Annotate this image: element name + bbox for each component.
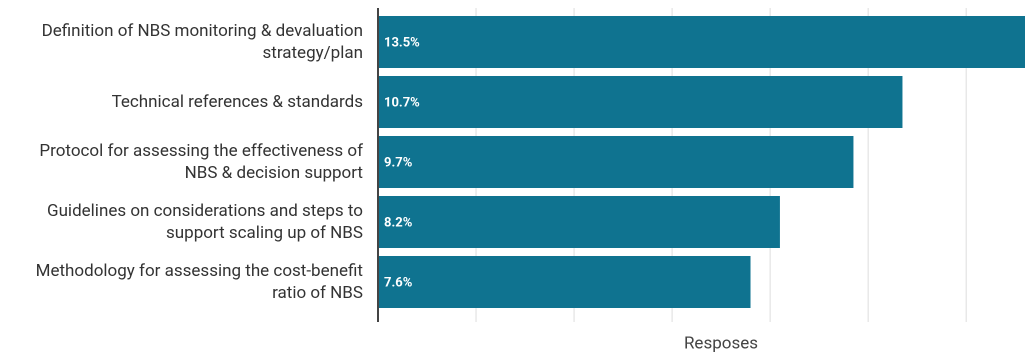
y-tick-label: Guidelines on considerations and steps t… [46,201,363,243]
bar [378,76,903,128]
bar [378,136,854,188]
value-label: 7.6% [384,275,413,290]
value-label: 10.7% [384,95,420,110]
value-label: 13.5% [384,35,420,50]
value-label: 9.7% [384,155,413,170]
y-tick-label: Definition of NBS monitoring & devaluati… [41,21,363,63]
bar [378,196,780,248]
x-axis-label: Resposes [684,333,758,353]
bar [378,16,1025,68]
y-tick-label: Methodology for assessing the cost-benef… [35,261,363,303]
y-tick-label: Technical references & standards [111,92,363,112]
y-tick-label: Protocol for assessing the effectiveness… [39,141,363,183]
bar [378,256,751,308]
value-label: 8.2% [384,215,413,230]
